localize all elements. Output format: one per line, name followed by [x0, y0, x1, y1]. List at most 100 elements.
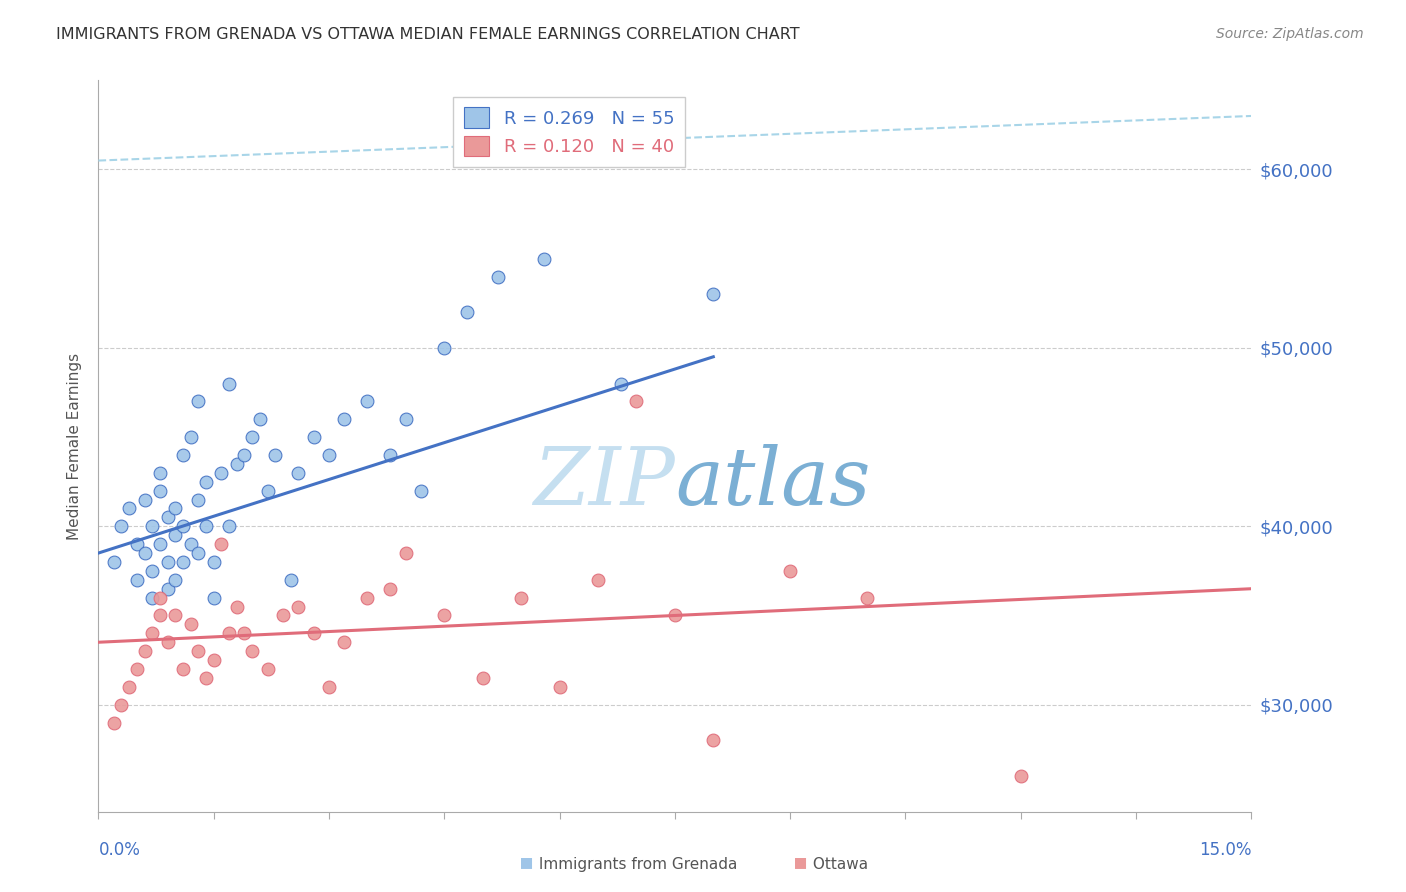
Point — [172, 662, 194, 676]
Point — [249, 412, 271, 426]
Point — [380, 448, 402, 462]
Text: Immigrants from Grenada: Immigrants from Grenada — [534, 857, 738, 872]
Point — [110, 698, 132, 712]
Point — [256, 662, 278, 676]
Point — [471, 671, 494, 685]
Point — [195, 475, 218, 489]
Point — [626, 394, 648, 409]
Point — [1010, 769, 1032, 783]
Point — [172, 519, 194, 533]
Point — [195, 671, 218, 685]
Text: 15.0%: 15.0% — [1199, 841, 1251, 859]
Point — [271, 608, 294, 623]
Legend: R = 0.269   N = 55, R = 0.120   N = 40: R = 0.269 N = 55, R = 0.120 N = 40 — [453, 96, 685, 167]
Point — [287, 466, 309, 480]
Point — [165, 528, 187, 542]
Point — [280, 573, 302, 587]
Point — [218, 626, 240, 640]
Point — [172, 448, 194, 462]
Text: 0.0%: 0.0% — [98, 841, 141, 859]
Point — [380, 582, 402, 596]
Point — [156, 555, 179, 569]
Text: atlas: atlas — [675, 444, 870, 521]
Point — [149, 466, 172, 480]
Point — [125, 573, 148, 587]
Point — [209, 537, 232, 551]
Point — [218, 376, 240, 391]
Point — [318, 448, 340, 462]
Point — [218, 519, 240, 533]
Point — [149, 537, 172, 551]
Point — [134, 492, 156, 507]
Point — [856, 591, 879, 605]
Point — [202, 555, 225, 569]
Point — [287, 599, 309, 614]
Point — [225, 457, 247, 471]
Point — [302, 430, 325, 444]
Point — [702, 733, 724, 747]
Point — [103, 555, 125, 569]
Point — [149, 608, 172, 623]
Point — [548, 680, 571, 694]
Point — [149, 591, 172, 605]
Point — [195, 519, 218, 533]
Point — [156, 510, 179, 524]
Point — [356, 591, 378, 605]
Text: ZIP: ZIP — [533, 444, 675, 521]
Point — [333, 635, 356, 649]
Point — [118, 501, 141, 516]
Point — [187, 394, 209, 409]
Point — [141, 591, 163, 605]
Text: Ottawa: Ottawa — [808, 857, 869, 872]
Point — [125, 662, 148, 676]
Point — [125, 537, 148, 551]
Text: Source: ZipAtlas.com: Source: ZipAtlas.com — [1216, 27, 1364, 41]
Point — [240, 644, 263, 658]
Point — [433, 608, 456, 623]
Point — [180, 617, 202, 632]
Point — [610, 376, 633, 391]
Point — [510, 591, 533, 605]
Point — [256, 483, 278, 498]
Point — [240, 430, 263, 444]
Point — [225, 599, 247, 614]
Text: IMMIGRANTS FROM GRENADA VS OTTAWA MEDIAN FEMALE EARNINGS CORRELATION CHART: IMMIGRANTS FROM GRENADA VS OTTAWA MEDIAN… — [56, 27, 800, 42]
Point — [165, 608, 187, 623]
Point — [233, 626, 256, 640]
Point — [187, 644, 209, 658]
Point — [165, 573, 187, 587]
Point — [156, 582, 179, 596]
Point — [172, 555, 194, 569]
Point — [202, 653, 225, 667]
Point — [456, 305, 478, 319]
Point — [187, 492, 209, 507]
Point — [103, 715, 125, 730]
Point — [411, 483, 433, 498]
Point — [141, 626, 163, 640]
Point — [110, 519, 132, 533]
Point — [118, 680, 141, 694]
Point — [533, 252, 555, 266]
Point — [233, 448, 256, 462]
Point — [486, 269, 509, 284]
Point — [141, 519, 163, 533]
Point — [180, 537, 202, 551]
Point — [302, 626, 325, 640]
Point — [156, 635, 179, 649]
Point — [149, 483, 172, 498]
Point — [333, 412, 356, 426]
Text: ▪: ▪ — [793, 853, 808, 872]
Point — [702, 287, 724, 301]
Point — [180, 430, 202, 444]
Point — [395, 412, 418, 426]
Point — [264, 448, 287, 462]
Point — [433, 341, 456, 355]
Point — [187, 546, 209, 560]
Y-axis label: Median Female Earnings: Median Female Earnings — [67, 352, 83, 540]
Point — [779, 564, 801, 578]
Point — [134, 644, 156, 658]
Point — [318, 680, 340, 694]
Point — [202, 591, 225, 605]
Point — [134, 546, 156, 560]
Point — [165, 501, 187, 516]
